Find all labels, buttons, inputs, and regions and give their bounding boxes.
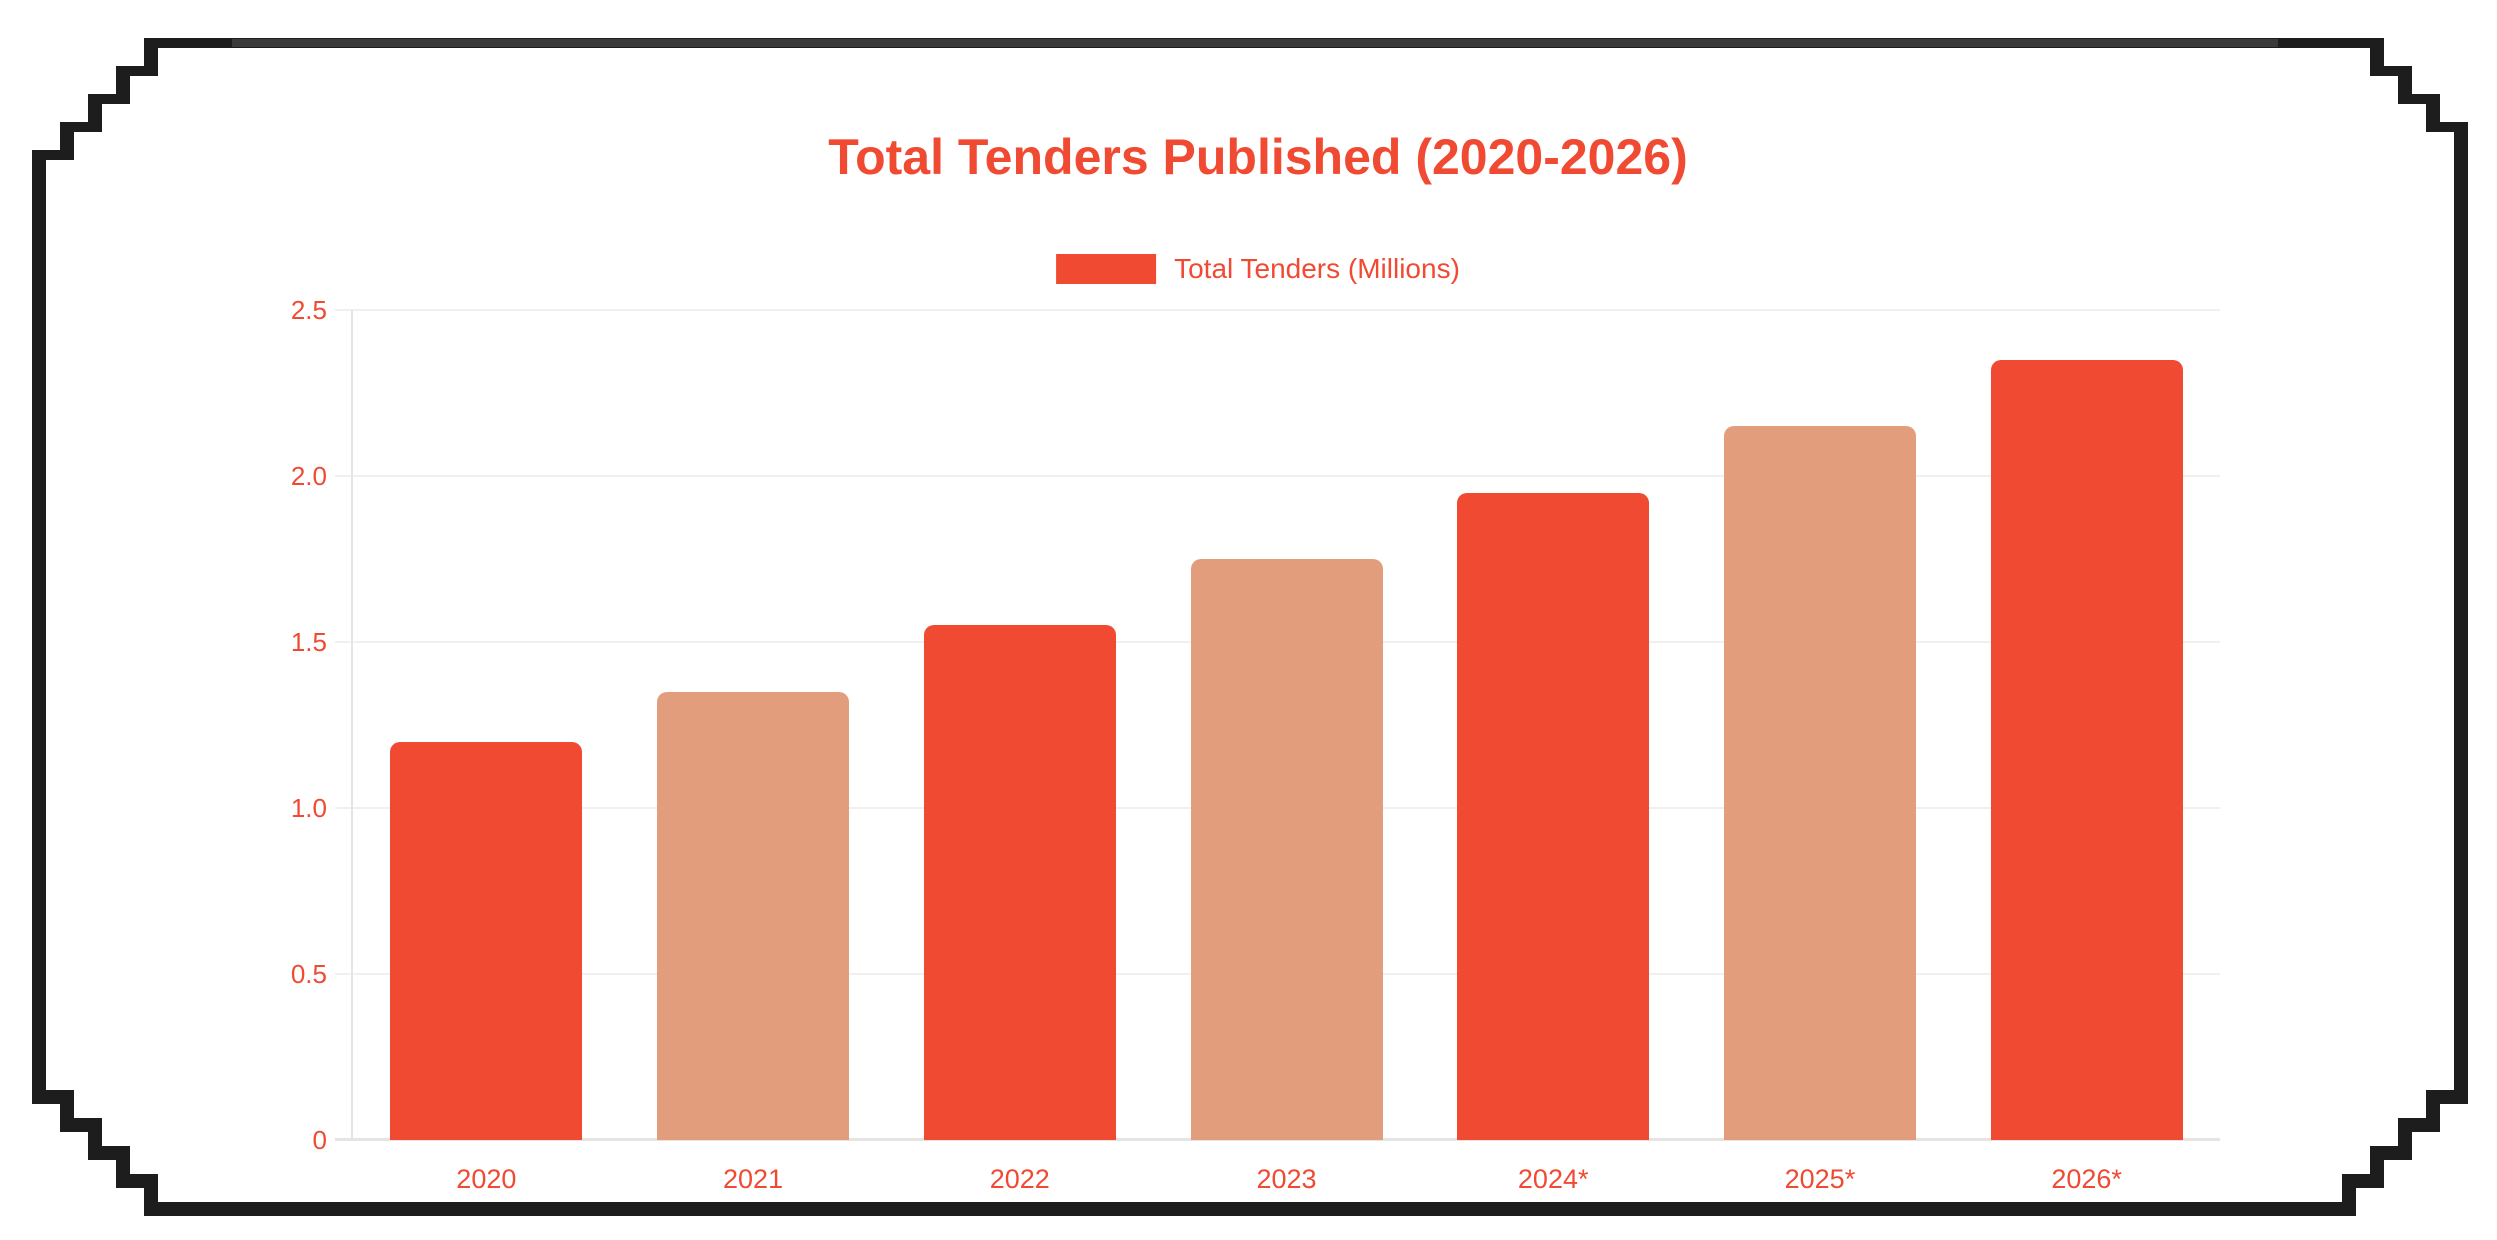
gridline-2.0 [335, 475, 2220, 477]
y-tick-label-1.0: 1.0 [290, 793, 327, 823]
x-axis-label-2026: 2026* [2051, 1164, 2122, 1194]
chart-title: Total Tenders Published (2020-2026) [828, 129, 1688, 185]
x-axis-label-2024: 2024* [1517, 1164, 1589, 1194]
y-axis-line [351, 310, 353, 1140]
y-tick-label-1.5: 1.5 [290, 627, 327, 657]
gridline-2.5 [335, 309, 2220, 311]
y-tick-label-2.0: 2.0 [290, 461, 327, 491]
x-axis-label-2023: 2023 [1256, 1164, 1317, 1194]
frame-top-strip [232, 39, 2278, 47]
x-axis-label-2020: 2020 [456, 1164, 517, 1194]
bar-2022[interactable] [923, 625, 1116, 1140]
x-axis-label-2025: 2025* [1784, 1164, 1856, 1194]
legend-label: Total Tenders (Millions) [1174, 253, 1460, 284]
x-axis-label-2022: 2022 [989, 1164, 1050, 1194]
y-tick-label-0.5: 0.5 [290, 959, 327, 989]
bar-2026[interactable] [1990, 359, 2183, 1140]
y-tick-label-0: 0 [312, 1125, 327, 1155]
bar-2024[interactable] [1457, 492, 1650, 1140]
y-tick-label-2.5: 2.5 [290, 295, 327, 325]
plot-area: 0 0.5 1.0 1.5 2.0 2.5 2020 2021 2022 2023 2024* 202… [291, 296, 2220, 1194]
bar-2020[interactable] [390, 741, 583, 1140]
x-axis-label-2021: 2021 [723, 1164, 784, 1194]
bar-2023[interactable] [1190, 559, 1383, 1140]
legend[interactable]: Total Tenders (Millions) [1056, 253, 1460, 285]
bar-2021[interactable] [657, 691, 850, 1140]
legend-swatch [1056, 254, 1157, 284]
bar-2025[interactable] [1723, 426, 1916, 1140]
